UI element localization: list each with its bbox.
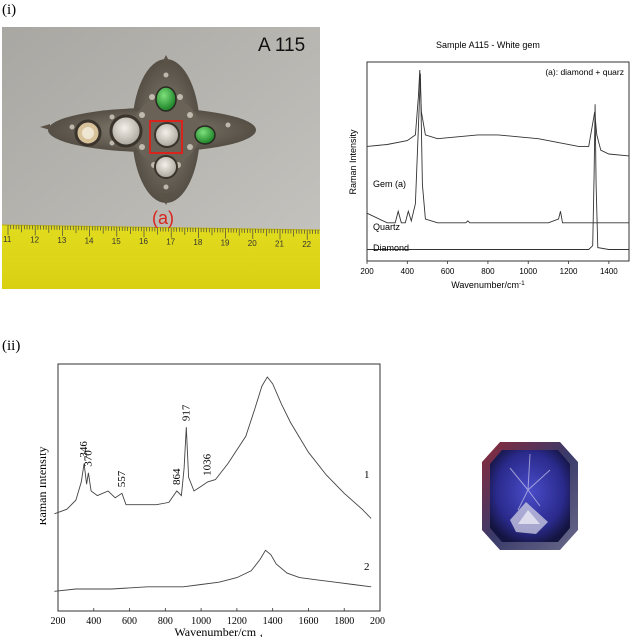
chart2-xtick-label: 1000 — [191, 616, 211, 627]
chart2-xtick-label: 800 — [158, 616, 173, 627]
ruler-label: 15 — [112, 237, 121, 246]
chart2-peak-label: 917 — [180, 404, 192, 421]
chart2-xtick-label: 200 — [51, 616, 66, 627]
ruler-label: 19 — [221, 239, 230, 248]
chart1-title: Sample A115 - White gem — [436, 40, 540, 50]
chart1-series-label-quartz: Quartz — [373, 222, 401, 232]
chart2-xtick-label: 1600 — [298, 616, 318, 627]
chart2-xtick-label: 1800 — [334, 616, 354, 627]
chart-raman-spectra: 346 370 557 864 917 1036 200 400 600 800 1000 1200… — [35, 360, 390, 642]
chart2-plot-frame — [57, 363, 381, 612]
chart1-xtick-label: 400 — [401, 267, 415, 276]
chart2-series-label-2: 2 — [364, 561, 370, 573]
chart1-xtick-label: 800 — [481, 267, 495, 276]
sample-tag: A 115 — [258, 35, 305, 56]
marker-label: (a) — [152, 208, 174, 228]
ruler-label: 13 — [57, 236, 66, 245]
chart2-xtick-label: 1200 — [227, 616, 247, 627]
chart1-xtick-label: 1400 — [600, 267, 618, 276]
chart1-series-diamond — [367, 104, 629, 250]
panel-label-ii: (ii) — [2, 338, 21, 354]
chart1-series-label-gem: Gem (a) — [373, 179, 406, 189]
chart1-xtick-label: 600 — [441, 267, 455, 276]
chart1-series-gem-a — [366, 69, 630, 157]
brooch-image — [40, 55, 256, 205]
chart1-plot-frame — [366, 61, 630, 262]
brooch-photo: 11 12 13 14 15 16 17 18 19 20 21 22 (a) A 115 — [2, 27, 320, 289]
chart2-peak-label: 864 — [171, 468, 183, 485]
chart1-series-quartz — [366, 73, 629, 224]
ruler-label: 20 — [248, 239, 257, 248]
chart2-xtick-label: 1400 — [263, 616, 283, 627]
chart2-peak-label: 370 — [82, 450, 94, 467]
ruler-label: 11 — [3, 235, 12, 244]
chart2-peak-label: 557 — [116, 470, 128, 487]
chart1-xtick-label: 1000 — [519, 267, 537, 276]
ruler-label: 14 — [85, 236, 94, 245]
chart2-series-label-1: 1 — [364, 469, 370, 481]
chart1-series-label-diamond: Diamond — [373, 243, 409, 253]
ruler-label: 22 — [302, 240, 311, 249]
panel-label-i: (i) — [2, 2, 17, 18]
ruler-label: 17 — [166, 238, 175, 247]
chart2-peak-label: 346 — [78, 441, 90, 458]
chart2-xtick-label: 400 — [86, 616, 101, 627]
selection-box — [149, 120, 183, 154]
ruler: 11 12 13 14 15 16 17 18 19 20 21 22 — [2, 224, 320, 289]
blue-gem-photo — [480, 440, 580, 552]
chart-sample-a115: Sample A115 - White gem (a): diamond + q… — [330, 38, 640, 300]
chart2-peak-label: 1036 — [202, 453, 214, 476]
chart1-ylabel: Raman Intensity — [348, 129, 358, 195]
chart1-xtick-label: 1200 — [560, 267, 578, 276]
ruler-label: 16 — [139, 237, 148, 246]
chart1-xlabel: Wavenumber/cm-1 — [451, 280, 525, 291]
chart2-xtick-label: 600 — [122, 616, 137, 627]
chart2-ylabel: Raman Intensity — [40, 447, 49, 526]
chart2-xlabel: Wavenumber/cm-1 — [174, 625, 263, 637]
ruler-label: 21 — [275, 239, 284, 248]
chart2-series-2 — [54, 549, 372, 592]
chart1-annotation: (a): diamond + quarz — [545, 67, 624, 77]
ruler-label: 12 — [30, 236, 39, 245]
chart1-xtick-label: 200 — [360, 267, 374, 276]
chart2-series-1 — [54, 376, 372, 519]
ruler-label: 18 — [193, 238, 202, 247]
chart2-xtick-label: 2000 — [370, 616, 385, 627]
